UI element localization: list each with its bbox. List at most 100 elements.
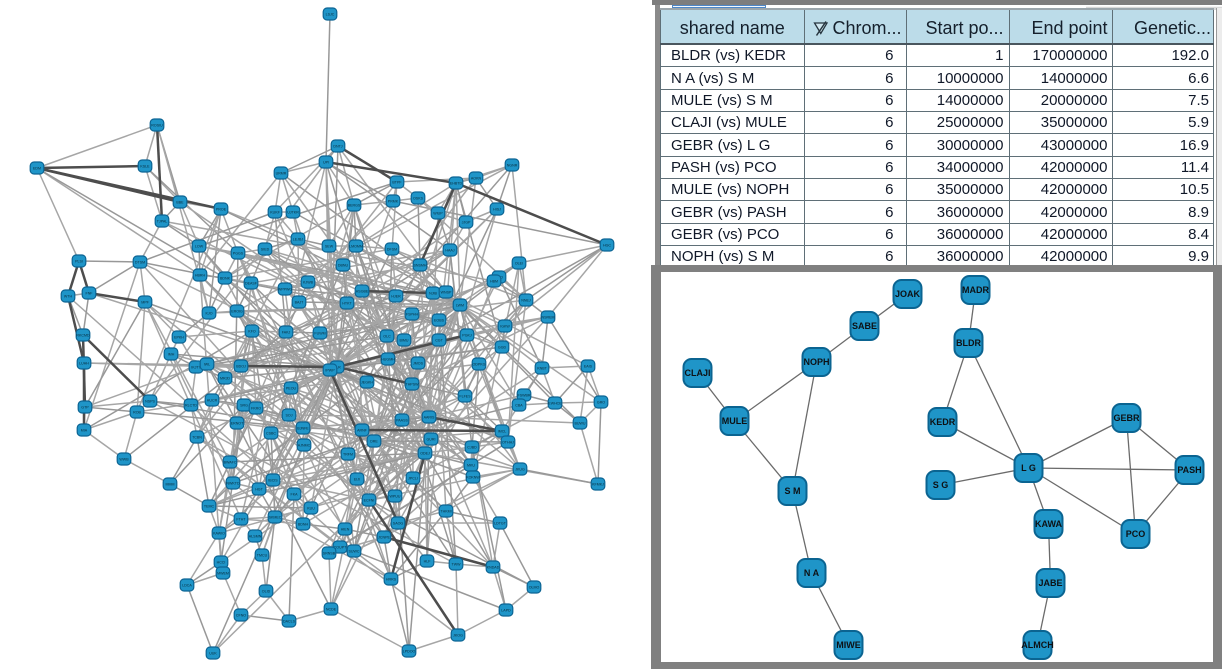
- svg-text:KOKNW: KOKNW: [466, 476, 480, 480]
- svg-text:ODEJ: ODEJ: [420, 452, 430, 456]
- svg-text:OLC: OLC: [383, 335, 391, 339]
- svg-text:CLAJI: CLAJI: [684, 368, 710, 378]
- svg-text:JCNPE: JCNPE: [378, 536, 390, 540]
- svg-text:OTHHJ: OTHHJ: [502, 441, 514, 445]
- svg-text:SUWC: SUWC: [349, 550, 360, 554]
- svg-text:FTHT: FTHT: [236, 518, 246, 522]
- svg-text:HBM: HBM: [490, 280, 498, 284]
- svg-text:OLMO: OLMO: [529, 586, 540, 590]
- svg-text:DTSM: DTSM: [135, 261, 145, 265]
- svg-text:HGC: HGC: [603, 244, 611, 248]
- svg-text:BLDR: BLDR: [956, 338, 981, 348]
- svg-text:KJWB: KJWB: [303, 281, 314, 285]
- svg-text:NSREM: NSREM: [542, 316, 555, 320]
- svg-text:TMCU: TMCU: [257, 554, 268, 558]
- svg-text:KUU: KUU: [307, 507, 315, 511]
- svg-text:EAIS: EAIS: [584, 365, 593, 369]
- svg-text:SOJ: SOJ: [286, 414, 293, 418]
- svg-text:UPI: UPI: [323, 161, 329, 165]
- svg-text:LEJBJ: LEJBJ: [293, 238, 304, 242]
- svg-text:HISJ: HISJ: [493, 208, 501, 212]
- svg-text:DFSM: DFSM: [387, 248, 397, 252]
- svg-text:LWM: LWM: [456, 304, 464, 308]
- svg-text:AOKN: AOKN: [471, 177, 482, 181]
- svg-text:DACLS: DACLS: [283, 620, 296, 624]
- svg-text:RKCMD: RKCMD: [76, 334, 90, 338]
- svg-text:DEASF: DEASF: [245, 282, 258, 286]
- svg-text:URMR: URMR: [276, 172, 287, 176]
- svg-text:LDCA: LDCA: [182, 584, 192, 588]
- svg-text:HAAJ: HAAJ: [445, 249, 454, 253]
- svg-text:ROB: ROB: [133, 411, 141, 415]
- svg-text:GEBR: GEBR: [1113, 413, 1140, 423]
- svg-text:S G: S G: [933, 480, 949, 490]
- svg-text:TJPAL: TJPAL: [157, 220, 168, 224]
- svg-text:SRG: SRG: [240, 404, 248, 408]
- svg-text:KFMKJ: KFMKJ: [592, 483, 604, 487]
- svg-text:FLFES: FLFES: [459, 395, 471, 399]
- svg-text:IKJTT: IKJTT: [191, 366, 201, 370]
- svg-text:MIWE: MIWE: [836, 640, 861, 650]
- svg-text:HBRH: HBRH: [195, 274, 206, 278]
- svg-text:EOBS: EOBS: [434, 319, 445, 323]
- svg-text:FKA: FKA: [291, 493, 299, 497]
- svg-text:LPDOO: LPDOO: [403, 650, 416, 654]
- svg-text:KEDR: KEDR: [930, 417, 956, 427]
- svg-text:HGT: HGT: [255, 488, 263, 492]
- svg-text:PLSI: PLSI: [75, 260, 83, 264]
- svg-text:IGKW: IGKW: [500, 325, 510, 329]
- svg-text:CBA: CBA: [515, 404, 523, 408]
- svg-text:PAASS: PAASS: [396, 419, 408, 423]
- svg-text:HUCR: HUCR: [207, 399, 218, 403]
- svg-text:LDTGT: LDTGT: [494, 522, 507, 526]
- svg-text:JKUG: JKUG: [515, 468, 525, 472]
- svg-text:SABE: SABE: [852, 321, 877, 331]
- svg-text:FKRO: FKRO: [251, 407, 261, 411]
- svg-text:KNBT: KNBT: [537, 367, 547, 371]
- svg-text:CSBC: CSBC: [266, 432, 276, 436]
- svg-text:PGKJ: PGKJ: [462, 334, 472, 338]
- svg-text:SNSMH: SNSMH: [414, 264, 427, 268]
- svg-text:MIA: MIA: [81, 429, 88, 433]
- svg-text:BIMU: BIMU: [400, 339, 409, 343]
- svg-text:ARNF: ARNF: [357, 429, 368, 433]
- svg-text:JMOS: JMOS: [413, 362, 424, 366]
- svg-text:EHBTD: EHBTD: [450, 182, 463, 186]
- svg-text:JABE: JABE: [1038, 578, 1062, 588]
- svg-text:BDNK: BDNK: [220, 277, 231, 281]
- svg-text:IWL: IWL: [204, 363, 210, 367]
- svg-text:GGD: GGD: [498, 346, 507, 350]
- svg-text:L G: L G: [1021, 463, 1036, 473]
- svg-text:MULE: MULE: [722, 416, 748, 426]
- svg-text:LOW: LOW: [195, 245, 204, 249]
- svg-text:KFO: KFO: [248, 330, 256, 334]
- svg-text:ERNOT: ERNOT: [231, 422, 244, 426]
- svg-text:WWB: WWB: [119, 458, 129, 462]
- svg-text:FNF: FNF: [86, 292, 94, 296]
- svg-text:LAPD: LAPD: [501, 609, 511, 613]
- svg-text:LUHH: LUHH: [79, 362, 89, 366]
- svg-text:KNDAD: KNDAD: [487, 566, 500, 570]
- svg-text:N A: N A: [804, 568, 820, 578]
- svg-text:HTKT: HTKT: [342, 302, 352, 306]
- svg-text:NNEJ: NNEJ: [521, 299, 531, 303]
- svg-text:RLCTD: RLCTD: [185, 404, 197, 408]
- svg-text:THPSW: THPSW: [406, 383, 420, 387]
- svg-text:LSJC: LSJC: [326, 13, 335, 17]
- svg-text:KUKF: KUKF: [270, 211, 280, 215]
- svg-text:JJGP: JJGP: [462, 221, 471, 225]
- svg-text:EWHCE: EWHCE: [548, 402, 562, 406]
- svg-text:SAOG: SAOG: [393, 522, 404, 526]
- svg-text:KSLE: KSLE: [140, 165, 150, 169]
- svg-text:WIUP: WIUP: [433, 212, 443, 216]
- svg-text:ODPKG: ODPKG: [473, 363, 486, 367]
- svg-text:PROE: PROE: [216, 208, 227, 212]
- svg-text:KJO: KJO: [206, 312, 213, 316]
- svg-text:GURI: GURI: [427, 438, 436, 442]
- svg-text:JKOG: JKOG: [453, 634, 463, 638]
- svg-text:BDNH: BDNH: [298, 523, 309, 527]
- svg-text:JOAK: JOAK: [895, 289, 921, 299]
- svg-text:NJIB: NJIB: [429, 292, 437, 296]
- svg-text:IBCIS: IBCIS: [268, 479, 278, 483]
- svg-text:SIED: SIED: [261, 248, 270, 252]
